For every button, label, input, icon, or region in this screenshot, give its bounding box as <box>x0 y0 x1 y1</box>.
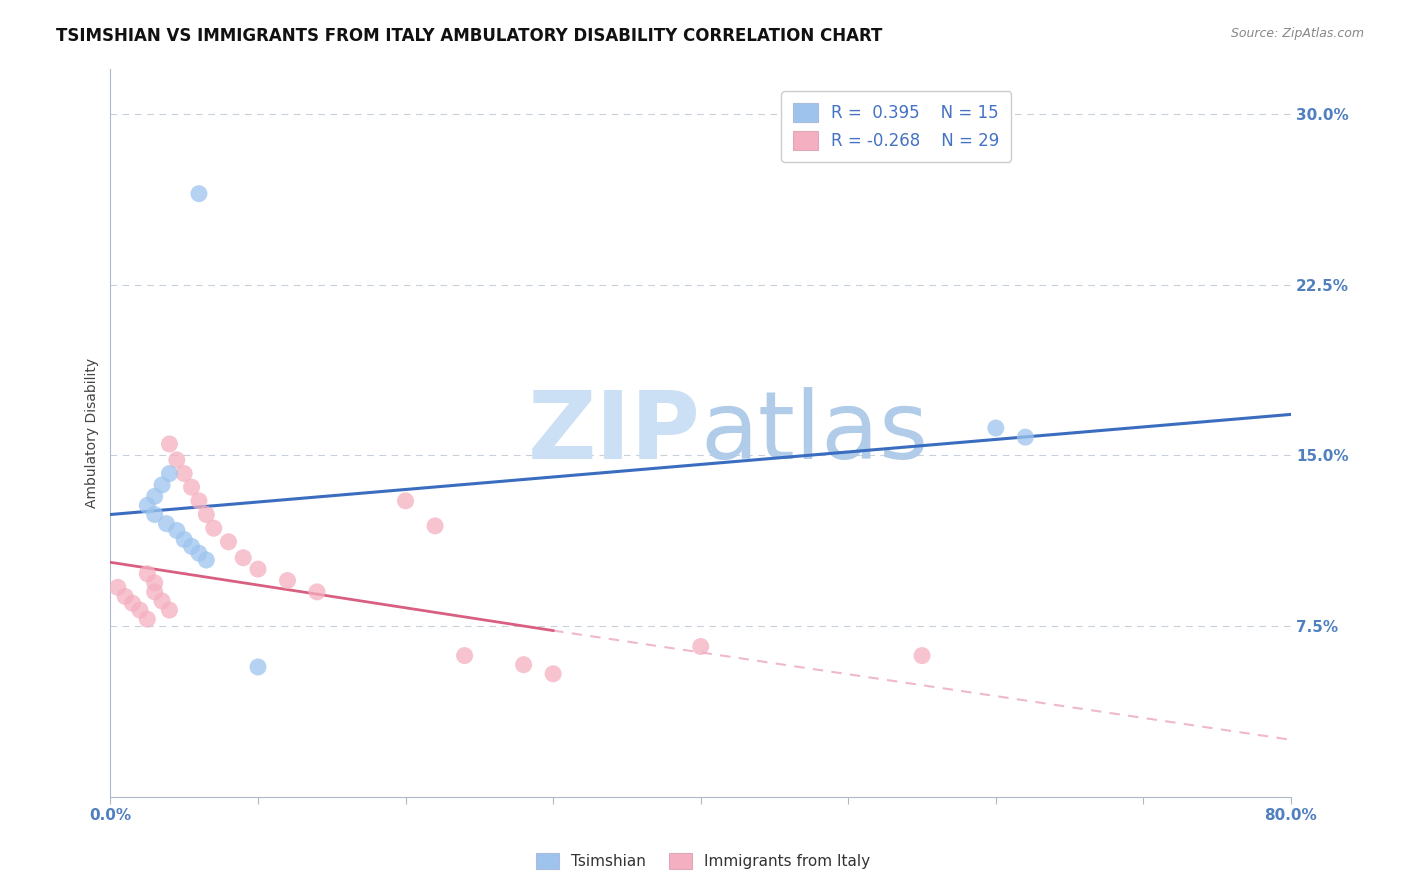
Point <box>689 640 711 654</box>
Point <box>195 508 218 522</box>
Point <box>143 489 166 503</box>
Point <box>232 550 254 565</box>
Point <box>188 546 211 560</box>
Point <box>195 553 218 567</box>
Point <box>114 590 136 604</box>
Point <box>217 534 239 549</box>
Point <box>129 603 152 617</box>
Point <box>276 574 298 588</box>
Point <box>180 480 202 494</box>
Point <box>188 494 211 508</box>
Point <box>107 580 129 594</box>
Point <box>305 585 328 599</box>
Text: ZIP: ZIP <box>527 386 700 479</box>
Point <box>541 666 564 681</box>
Point <box>136 612 159 626</box>
Point <box>121 596 143 610</box>
Point <box>150 594 173 608</box>
Point <box>180 540 202 554</box>
Text: atlas: atlas <box>700 386 929 479</box>
Point <box>394 494 416 508</box>
Point <box>246 562 269 576</box>
Point <box>453 648 475 663</box>
Legend: R =  0.395    N = 15, R = -0.268    N = 29: R = 0.395 N = 15, R = -0.268 N = 29 <box>782 91 1011 161</box>
Point <box>159 437 181 451</box>
Point <box>155 516 177 531</box>
Point <box>188 186 211 201</box>
Text: Source: ZipAtlas.com: Source: ZipAtlas.com <box>1230 27 1364 40</box>
Legend: Tsimshian, Immigrants from Italy: Tsimshian, Immigrants from Italy <box>530 847 876 875</box>
Point <box>136 499 159 513</box>
Point <box>246 660 269 674</box>
Point <box>150 478 173 492</box>
Point <box>984 421 1007 435</box>
Point <box>143 585 166 599</box>
Point <box>512 657 534 672</box>
Point <box>166 524 188 538</box>
Point <box>136 566 159 581</box>
Point <box>423 519 446 533</box>
Point <box>911 648 934 663</box>
Point <box>1014 430 1036 444</box>
Point <box>143 575 166 590</box>
Point <box>166 453 188 467</box>
Point <box>173 467 195 481</box>
Point <box>159 467 181 481</box>
Point <box>202 521 225 535</box>
Point <box>159 603 181 617</box>
Point <box>173 533 195 547</box>
Text: TSIMSHIAN VS IMMIGRANTS FROM ITALY AMBULATORY DISABILITY CORRELATION CHART: TSIMSHIAN VS IMMIGRANTS FROM ITALY AMBUL… <box>56 27 883 45</box>
Y-axis label: Ambulatory Disability: Ambulatory Disability <box>86 358 100 508</box>
Point <box>143 508 166 522</box>
